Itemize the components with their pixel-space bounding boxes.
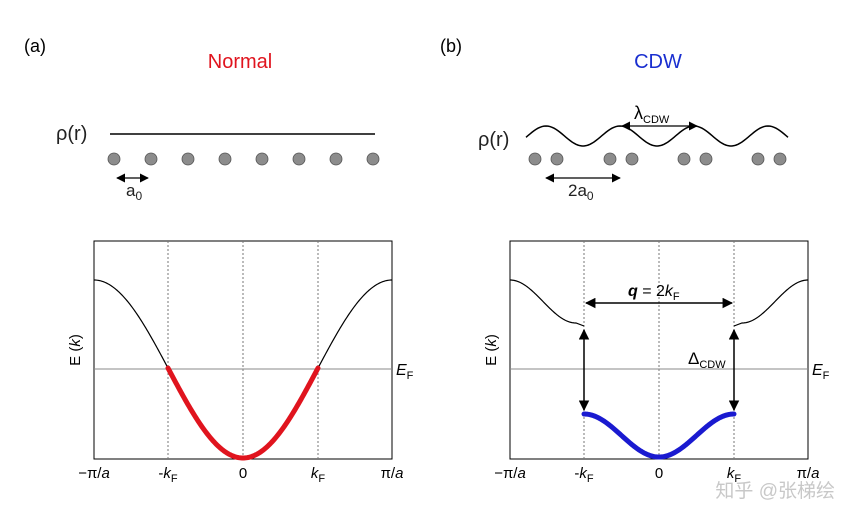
panel-b-rho-label: ρ(r) (478, 129, 509, 151)
panel-a-label: (a) (24, 36, 46, 56)
atom (366, 152, 380, 166)
panel-b-upper-band-left (509, 279, 585, 327)
panel-a-tick-pi: π/a (381, 465, 404, 482)
panel-b-upper-band-right (733, 279, 809, 327)
atom (144, 152, 158, 166)
atom (181, 152, 195, 166)
panel-b-tick-pi: π/a (797, 465, 820, 482)
panel-b-q-label: q = 2kF (628, 283, 680, 303)
panel-a-tick-kf: kF (311, 465, 326, 485)
panel-b-tick-neg-pi: −π/a (494, 465, 526, 482)
atom (107, 152, 121, 166)
panel-a-tick-zero: 0 (239, 465, 247, 482)
panel-b-tick-neg-kf: -kF (574, 465, 594, 485)
panel-b-tick-kf: kF (727, 465, 742, 485)
panel-b-title: CDW (634, 51, 682, 73)
panel-a-spacing-label: a0 (126, 181, 142, 203)
atom (255, 152, 269, 166)
atom (550, 152, 564, 166)
panel-a-tick-neg-pi: −π/a (78, 465, 110, 482)
atom (329, 152, 343, 166)
atom (218, 152, 232, 166)
atom (699, 152, 713, 166)
panel-a-tick-neg-kf: -kF (158, 465, 178, 485)
panel-b-label: (b) (440, 36, 462, 56)
panel-b-gap-label: ΔCDW (688, 349, 726, 371)
atom (751, 152, 765, 166)
panel-a-filled-band (165, 365, 321, 461)
panel-b-density-wave (525, 125, 789, 147)
atom (603, 152, 617, 166)
panel-b-spacing-label: 2a0 (568, 181, 594, 203)
panel-b-filled-band (581, 411, 737, 460)
atom (677, 152, 691, 166)
panel-a-ef-label: EF (396, 362, 414, 382)
panel-b-ylabel: E (k) (483, 334, 500, 366)
atom (773, 152, 787, 166)
panel-a: (a) Normal ρ(r) a0 E (k) EF −π/a -kF 0 k… (24, 36, 414, 485)
watermark: 知乎 @张梯绘 (715, 480, 835, 502)
atom (625, 152, 639, 166)
panel-a-title: Normal (208, 51, 272, 73)
panel-b-tick-zero: 0 (655, 465, 663, 482)
panel-b-atoms (528, 152, 787, 166)
atom (528, 152, 542, 166)
panel-a-atoms (107, 152, 380, 166)
panel-b-lambda-label: λCDW (634, 103, 670, 126)
atom (292, 152, 306, 166)
panel-b-ef-label: EF (812, 362, 830, 382)
panel-a-rho-label: ρ(r) (56, 123, 87, 145)
panel-a-ylabel: E (k) (67, 334, 84, 366)
panel-b: (b) CDW ρ(r) λCDW 2a0 q = 2kF ΔCDW E (k)… (440, 36, 830, 485)
